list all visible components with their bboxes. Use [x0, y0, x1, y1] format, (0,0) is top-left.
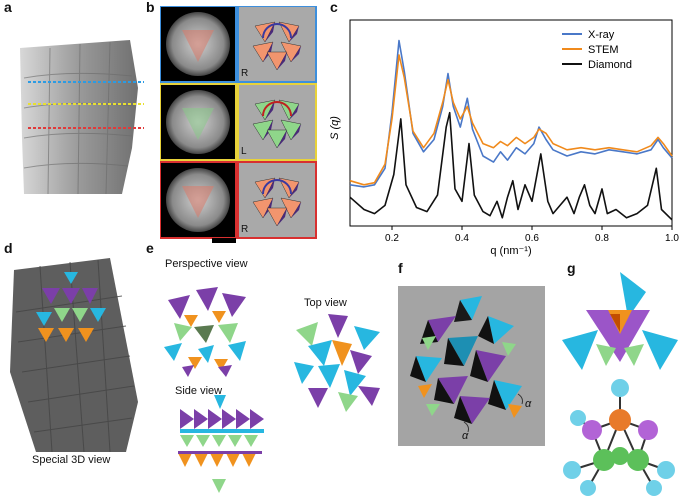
- panel-b-cross-sections: [160, 6, 317, 243]
- model-tetrahedron-face: [265, 178, 275, 198]
- x-tick-label: 0.2: [385, 233, 399, 244]
- rotation-arrow: [262, 23, 292, 39]
- panel-label-d: d: [4, 240, 13, 256]
- rotation-arrow: [262, 101, 292, 117]
- tetrahedral-unit: [562, 272, 678, 370]
- x-tick-label: 1.0: [665, 233, 679, 244]
- angle-label-2: α: [462, 430, 469, 442]
- panel-a-column-image: [20, 40, 144, 195]
- angle-label-1: α: [525, 398, 532, 410]
- model-tetrahedron-face: [291, 46, 301, 62]
- model-tetrahedron-face: [291, 124, 301, 140]
- legend-label: X-ray: [588, 29, 615, 41]
- legend-label: Diamond: [588, 59, 632, 71]
- panel-label-c: c: [330, 0, 338, 15]
- top-view-caption: Top view: [304, 297, 347, 309]
- x-tick-label: 0.8: [595, 233, 609, 244]
- perspective-view-cluster: [164, 287, 246, 377]
- panel-g-unit-model: [562, 272, 678, 496]
- micrograph-frame-2: [160, 83, 237, 161]
- panel-c-structure-factor-chart: 0.2 0.4 0.6 0.8 1.0 S (q) q (nm⁻¹) X-ray STEM…: [330, 19, 679, 257]
- y-axis-label: S (q): [330, 116, 341, 140]
- ball-stick-model: [563, 379, 675, 496]
- plot-frame: [349, 19, 673, 227]
- series-diamond: [349, 111, 673, 221]
- legend-label: STEM: [588, 44, 619, 56]
- panel-label-g: g: [567, 260, 576, 276]
- model-tetrahedron-face: [277, 52, 287, 70]
- model-tetrahedron-face: [277, 130, 287, 148]
- model-panel-2: [237, 83, 317, 161]
- chirality-label-1: R: [241, 68, 249, 79]
- side-row-green: [180, 435, 258, 447]
- model-panel-3: [237, 161, 317, 239]
- scale-bar: [212, 238, 236, 243]
- angle-arc-2: [463, 421, 469, 433]
- chirality-label-2: L: [241, 146, 247, 157]
- model-tetrahedron-face: [265, 100, 275, 120]
- model-tetrahedron-face: [291, 202, 301, 218]
- side-row-purple: [180, 409, 264, 429]
- rotation-arrow: [262, 179, 292, 195]
- perspective-view-caption: Perspective view: [165, 258, 248, 270]
- model-panel-1: [237, 6, 317, 83]
- side-row-orange: [178, 453, 256, 467]
- x-tick-label: 0.6: [525, 233, 539, 244]
- series-x-ray: [349, 39, 673, 188]
- tetrahedra: [410, 296, 522, 424]
- model-tetrahedron-face: [277, 208, 287, 226]
- panel-label-b: b: [146, 0, 155, 15]
- top-view-cluster: [294, 314, 380, 412]
- micrograph-overlay-3: [182, 186, 214, 218]
- angle-arc-1: [517, 393, 523, 405]
- side-view-caption: Side view: [175, 385, 223, 397]
- highlighted-tetrahedra: [36, 272, 106, 342]
- model-tetrahedron-face: [265, 22, 275, 42]
- special-3d-view-caption: Special 3D view: [32, 454, 111, 466]
- panel-d-3d-column: [10, 258, 138, 452]
- series-stem: [349, 54, 673, 186]
- column-3d-body: [10, 258, 138, 452]
- x-axis-label: q (nm⁻¹): [490, 245, 531, 257]
- panel-label-f: f: [398, 260, 403, 276]
- micrograph-frame-3: [160, 161, 237, 239]
- micrograph-overlay-1: [182, 30, 214, 62]
- chart-legend: X-ray STEM Diamond: [562, 29, 632, 71]
- panel-f-tetrahedra-assembly: [398, 286, 545, 446]
- micrograph-overlay-2: [182, 108, 214, 140]
- chirality-label-3: R: [241, 224, 249, 235]
- panel-label-e: e: [146, 240, 154, 256]
- x-tick-label: 0.4: [455, 233, 469, 244]
- side-view-cluster: [178, 395, 264, 493]
- panel-label-a: a: [4, 0, 12, 15]
- micrograph-frame-1: [160, 6, 237, 83]
